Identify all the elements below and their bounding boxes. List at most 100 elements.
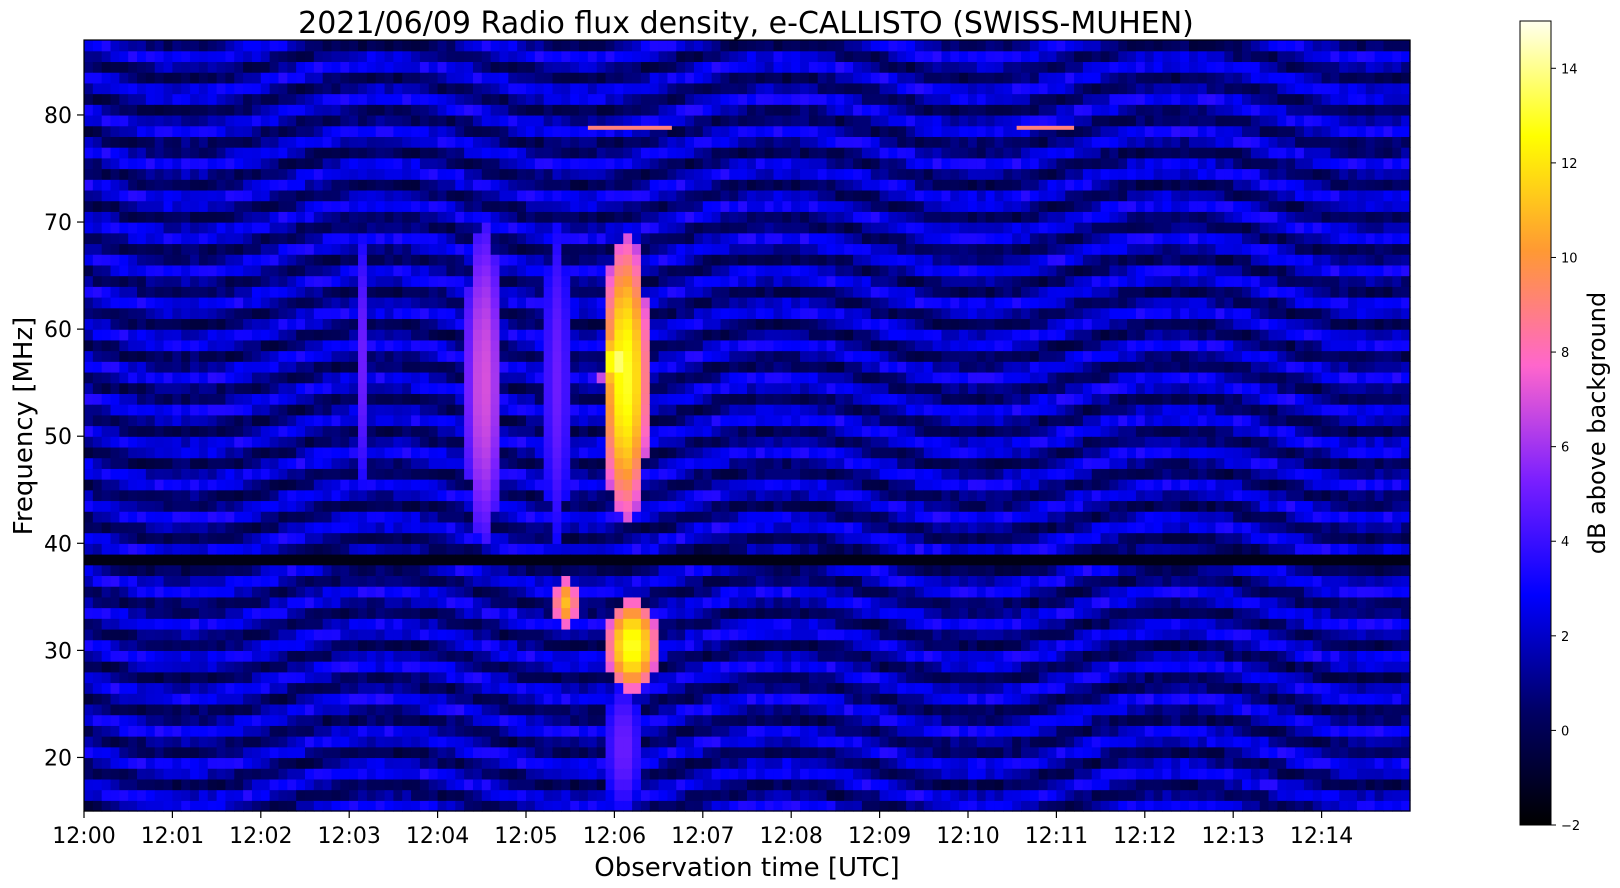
heatmap-cell: [649, 671, 660, 684]
heatmap-cell: [685, 61, 695, 73]
heatmap-cell: [92, 500, 103, 512]
heatmap-cell: [552, 479, 562, 491]
heatmap-cell: [331, 254, 341, 266]
heatmap-cell: [640, 318, 651, 330]
heatmap-cell: [526, 789, 536, 801]
heatmap-cell: [587, 264, 598, 277]
heatmap-cell: [225, 650, 235, 662]
heatmap-cell: [579, 393, 589, 405]
heatmap-cell: [455, 371, 465, 384]
heatmap-cell: [349, 425, 359, 437]
heatmap-cell: [278, 232, 288, 245]
heatmap-cell: [570, 446, 580, 459]
heatmap-cell: [296, 222, 306, 234]
heatmap-cell: [349, 307, 359, 320]
heatmap-cell: [552, 179, 562, 191]
heatmap-cell: [605, 222, 615, 234]
heatmap-cell: [499, 789, 509, 801]
heatmap-cell: [340, 789, 350, 801]
heatmap-cell: [190, 575, 200, 587]
heatmap-cell: [243, 628, 253, 641]
heatmap-cell: [526, 275, 536, 287]
heatmap-cell: [145, 286, 156, 298]
heatmap-cell: [110, 307, 120, 320]
heatmap-cell: [596, 575, 607, 587]
heatmap-cell: [243, 114, 253, 127]
heatmap-cell: [640, 511, 651, 523]
heatmap-cell: [137, 318, 147, 330]
heatmap-cell: [92, 457, 103, 469]
heatmap-cell: [181, 264, 191, 277]
heatmap-cell: [517, 222, 527, 234]
heatmap-cell: [260, 757, 271, 769]
heatmap-cell: [137, 147, 147, 159]
heatmap-cell: [649, 243, 660, 255]
heatmap-cell: [658, 661, 669, 673]
heatmap-cell: [402, 479, 412, 491]
heatmap-cell: [145, 125, 156, 137]
heatmap-cell: [225, 671, 235, 684]
heatmap-cell: [517, 532, 527, 544]
heatmap-cell: [128, 789, 138, 801]
heatmap-cell: [207, 543, 218, 555]
heatmap-cell: [92, 264, 103, 277]
heatmap-cell: [305, 768, 315, 780]
heatmap-cell: [260, 393, 271, 405]
heatmap-cell: [251, 157, 262, 170]
heatmap-cell: [198, 650, 209, 662]
heatmap-cell: [110, 457, 120, 469]
heatmap-cell: [84, 179, 94, 191]
heatmap-cell: [667, 479, 677, 491]
heatmap-cell: [154, 736, 165, 748]
heatmap-cell: [640, 114, 651, 127]
heatmap-cell: [605, 318, 615, 330]
heatmap-cell: [526, 318, 536, 330]
heatmap-cell: [84, 136, 94, 148]
heatmap-cell: [587, 318, 598, 330]
heatmap-cell: [411, 72, 421, 84]
heatmap-cell: [552, 404, 562, 416]
heatmap-cell: [234, 147, 244, 159]
heatmap-cell: [137, 746, 147, 759]
heatmap-cell: [508, 361, 518, 373]
heatmap-cell: [101, 682, 112, 694]
heatmap-cell: [101, 714, 112, 726]
heatmap-cell: [490, 286, 501, 298]
heatmap-cell: [402, 757, 412, 769]
heatmap-cell: [216, 307, 227, 320]
heatmap-cell: [685, 93, 695, 105]
heatmap-cell: [358, 329, 368, 341]
heatmap-cell: [331, 446, 341, 459]
heatmap-cell: [649, 500, 660, 512]
heatmap-cell: [163, 232, 173, 245]
heatmap-cell: [667, 521, 677, 534]
heatmap-cell: [623, 264, 633, 277]
heatmap-cell: [163, 264, 173, 277]
heatmap-cell: [269, 350, 280, 362]
heatmap-cell: [181, 714, 191, 726]
heatmap-cell: [358, 768, 368, 780]
heatmap-cell: [340, 243, 350, 255]
heatmap-cell: [375, 264, 386, 277]
heatmap-cell: [375, 72, 386, 84]
heatmap-cell: [137, 511, 147, 523]
heatmap-cell: [207, 607, 218, 619]
heatmap-cell: [570, 382, 580, 394]
heatmap-cell: [693, 639, 704, 651]
heatmap-cell: [154, 532, 165, 544]
heatmap-cell: [190, 639, 200, 651]
heatmap-cell: [419, 136, 430, 148]
heatmap-cell: [649, 157, 660, 170]
heatmap-cell: [596, 318, 607, 330]
heatmap-cell: [340, 628, 350, 641]
heatmap-cell: [190, 714, 200, 726]
heatmap-cell: [92, 40, 103, 52]
heatmap-cell: [243, 650, 253, 662]
heatmap-cell: [490, 329, 501, 341]
heatmap-cell: [437, 382, 448, 394]
heatmap-cell: [145, 264, 156, 277]
heatmap-cell: [481, 307, 492, 320]
heatmap-cell: [128, 361, 138, 373]
heatmap-cell: [658, 307, 669, 320]
heatmap-cell: [128, 725, 138, 737]
